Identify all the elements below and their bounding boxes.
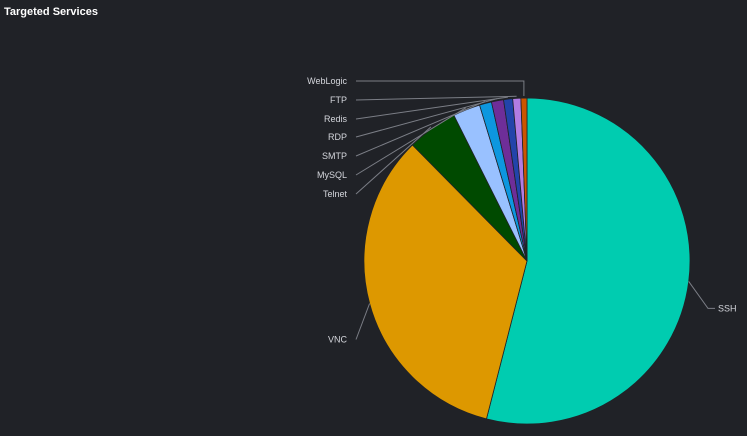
leader-line-rdp (355, 98, 498, 138)
slice-label-mysql: MySQL (317, 170, 347, 180)
pie-labels: SSH VNC Telnet MySQL SMTP RDP Redis FTP WebLogic (307, 76, 736, 345)
slice-label-ftp: FTP (330, 95, 347, 105)
pie-slices (363, 97, 691, 425)
leader-line-mysql (355, 107, 467, 176)
leader-line-smtp (355, 100, 486, 157)
leader-line-ssh (688, 281, 715, 309)
leader-line-telnet (355, 126, 432, 195)
leader-line-ftp (355, 95, 517, 101)
slice-label-rdp: RDP (328, 132, 347, 142)
leader-line-vnc (355, 303, 371, 340)
pie-slice-vnc[interactable] (363, 144, 528, 420)
leader-line-redis (355, 96, 508, 120)
pie-slice-weblogic[interactable] (520, 97, 528, 262)
slice-label-smtp: SMTP (322, 151, 347, 161)
leader-line-weblogic (356, 80, 525, 96)
pie-leader-lines (355, 80, 715, 340)
slice-label-ssh: SSH (718, 303, 737, 313)
slice-label-weblogic: WebLogic (307, 76, 347, 86)
slice-label-vnc: VNC (328, 335, 348, 345)
slice-label-telnet: Telnet (323, 189, 348, 199)
slice-label-redis: Redis (324, 114, 348, 124)
panel-title: Targeted Services (4, 6, 98, 18)
